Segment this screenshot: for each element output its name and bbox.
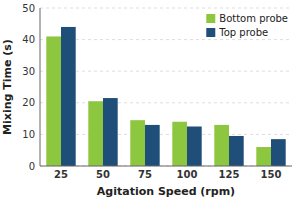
bar	[61, 27, 76, 166]
bar	[172, 122, 187, 166]
legend-swatch	[206, 14, 215, 23]
y-tick-label: 50	[22, 3, 35, 14]
x-tick-label: 150	[261, 169, 282, 180]
bar	[145, 125, 160, 166]
chart-container: 0 10 20 30 40 50 25 50 75 100 125 150 Agitation Spee…	[0, 0, 300, 200]
legend-label: Bottom probe	[219, 13, 288, 24]
x-tick-label: 25	[54, 169, 68, 180]
x-tick-label: 75	[138, 169, 152, 180]
x-axis-label: Agitation Speed (rpm)	[97, 185, 235, 198]
legend-swatch	[206, 28, 215, 37]
y-axis-label: Mixing Time (s)	[1, 39, 14, 135]
bar	[103, 98, 118, 166]
bar	[88, 101, 103, 166]
grid-line	[40, 102, 292, 103]
legend-label: Top probe	[218, 27, 268, 38]
bar	[187, 127, 202, 167]
bar	[229, 136, 244, 166]
legend: Bottom probe Top probe	[206, 13, 288, 38]
bar	[256, 147, 271, 166]
chart-svg: 0 10 20 30 40 50 25 50 75 100 125 150 Agitation Spee…	[0, 0, 300, 200]
x-tick-label: 125	[219, 169, 240, 180]
y-axis-line	[40, 8, 41, 166]
y-tick-label: 0	[29, 161, 35, 172]
x-axis-line	[40, 166, 292, 167]
x-tick-label: 50	[96, 169, 110, 180]
grid-line	[40, 166, 292, 167]
bar	[271, 139, 286, 166]
grid-line	[40, 71, 292, 72]
bar	[46, 36, 61, 166]
y-tick-label: 20	[22, 97, 35, 108]
bar	[214, 125, 229, 166]
grid-line	[40, 39, 292, 40]
y-tick-label: 30	[22, 66, 35, 77]
grid-line	[40, 134, 292, 135]
bar	[130, 120, 145, 166]
bars	[46, 27, 285, 166]
grid-line	[40, 8, 292, 9]
x-tick-label: 100	[177, 169, 198, 180]
y-tick-label: 40	[22, 34, 35, 45]
y-tick-label: 10	[22, 129, 35, 140]
